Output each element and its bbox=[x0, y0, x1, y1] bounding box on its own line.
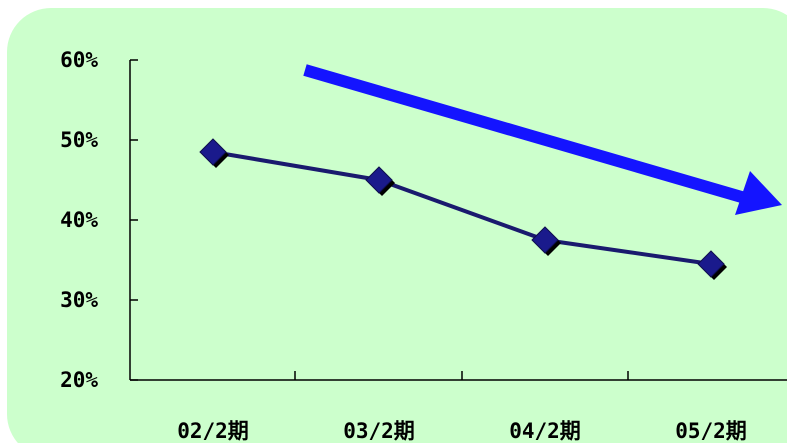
y-tick-label: 20% bbox=[60, 368, 98, 392]
x-axis-labels: 02/2期 03/2期 04/2期 05/2期 bbox=[177, 419, 747, 443]
y-tick-label: 40% bbox=[60, 208, 98, 232]
x-tick-label: 05/2期 bbox=[675, 419, 747, 443]
y-axis-labels: 20% 30% 40% 50% 60% bbox=[60, 48, 98, 392]
trend-arrow bbox=[303, 64, 782, 215]
x-tick-label: 04/2期 bbox=[509, 419, 581, 443]
series-layer bbox=[199, 138, 727, 280]
data-point bbox=[531, 226, 559, 254]
data-point bbox=[199, 138, 227, 166]
x-tick-label: 03/2期 bbox=[343, 419, 415, 443]
x-tick-label: 02/2期 bbox=[177, 419, 249, 443]
y-tick-label: 60% bbox=[60, 48, 98, 72]
trend-arrow-head bbox=[735, 171, 782, 215]
y-tick-label: 50% bbox=[60, 128, 98, 152]
data-point bbox=[365, 166, 393, 194]
trend-arrow-shaft bbox=[303, 64, 747, 204]
series-line bbox=[212, 150, 712, 266]
axes bbox=[129, 59, 787, 381]
data-point bbox=[697, 250, 725, 278]
y-tick-label: 30% bbox=[60, 288, 98, 312]
chart-background bbox=[7, 8, 787, 443]
